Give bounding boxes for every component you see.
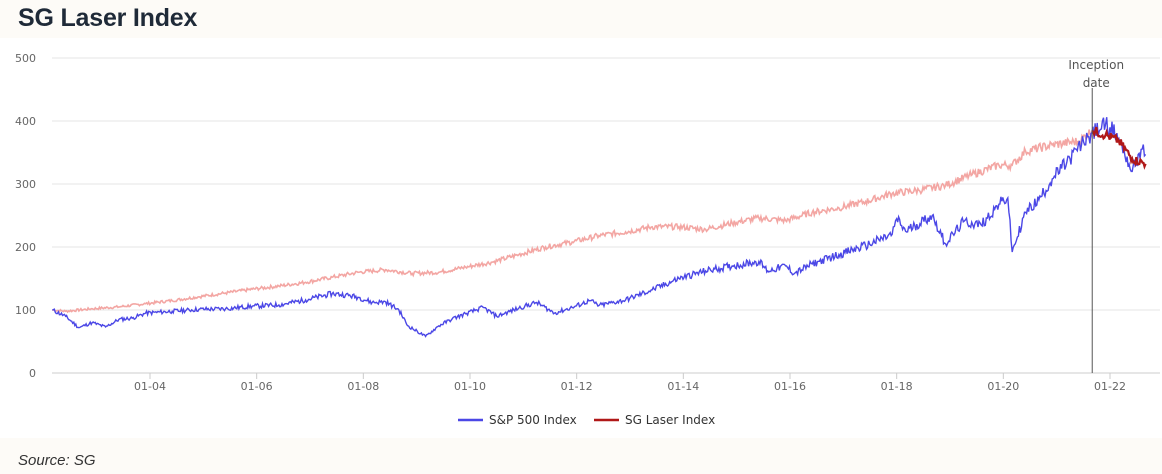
series-line-sp500 xyxy=(52,117,1147,338)
x-tick-label: 01-16 xyxy=(774,380,806,393)
y-tick-label: 0 xyxy=(29,367,36,380)
line-chart: 0 100 200 300 400 500 01-04 01-06 01-08 01-10 01-1… xyxy=(15,52,1160,427)
legend-item-sg-laser[interactable]: SG Laser Index xyxy=(594,413,715,427)
y-tick-label: 400 xyxy=(15,115,36,128)
x-tick-label: 01-04 xyxy=(134,380,166,393)
page-title: SG Laser Index xyxy=(18,4,198,32)
legend-item-sp500[interactable]: S&P 500 Index xyxy=(458,413,577,427)
x-tick-label: 01-22 xyxy=(1094,380,1126,393)
x-tick-label: 01-14 xyxy=(667,380,699,393)
x-tick-label: 01-12 xyxy=(561,380,593,393)
x-tick-label: 01-20 xyxy=(987,380,1019,393)
series-line-sg-laser-backtest xyxy=(52,129,1093,314)
inception-annotation-line1: Inception xyxy=(1068,58,1124,72)
x-tick-label: 01-08 xyxy=(347,380,379,393)
x-tick-label: 01-10 xyxy=(454,380,486,393)
inception-annotation-line2: date xyxy=(1083,76,1110,90)
chart-area: 0 100 200 300 400 500 01-04 01-06 01-08 01-10 01-1… xyxy=(0,38,1162,438)
series-line-sg-laser-live xyxy=(1091,126,1147,170)
y-tick-label: 200 xyxy=(15,241,36,254)
source-note: Source: SG xyxy=(18,452,96,469)
y-tick-label: 300 xyxy=(15,178,36,191)
legend-label: S&P 500 Index xyxy=(489,413,577,427)
legend-label: SG Laser Index xyxy=(625,413,715,427)
y-tick-label: 100 xyxy=(15,304,36,317)
x-tick-label: 01-18 xyxy=(881,380,913,393)
y-tick-label: 500 xyxy=(15,52,36,65)
x-tick-label: 01-06 xyxy=(241,380,273,393)
